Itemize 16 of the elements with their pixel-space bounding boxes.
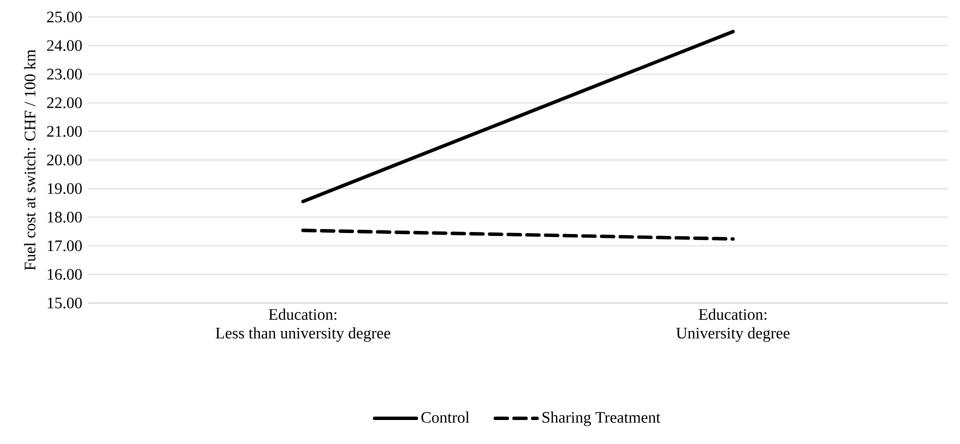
y-tick-label: 24.00	[47, 40, 82, 52]
y-tick-label: 16.00	[48, 268, 82, 280]
legend-label: Sharing Treatment	[542, 412, 660, 426]
legend-label: Control	[421, 412, 470, 423]
y-tick-label: 18.00	[48, 212, 82, 223]
y-tick-label: 15.00	[48, 298, 82, 308]
y-axis-title: Fuel cost at switch: CHF / 100 km	[24, 50, 36, 270]
x-tick-label: Education: University degree	[676, 308, 790, 342]
x-tick-label: Education: Less than university degree	[216, 308, 390, 342]
y-tick-label: 19.00	[48, 183, 82, 194]
y-tick-label: 25.00	[47, 12, 82, 22]
y-tick-label: 22.00	[47, 97, 82, 108]
y-tick-label: 23.00	[47, 68, 82, 80]
y-tick-label: 20.00	[47, 154, 82, 166]
y-tick-label: 21.00	[47, 126, 82, 137]
y-tick-label: 17.00	[48, 240, 82, 252]
